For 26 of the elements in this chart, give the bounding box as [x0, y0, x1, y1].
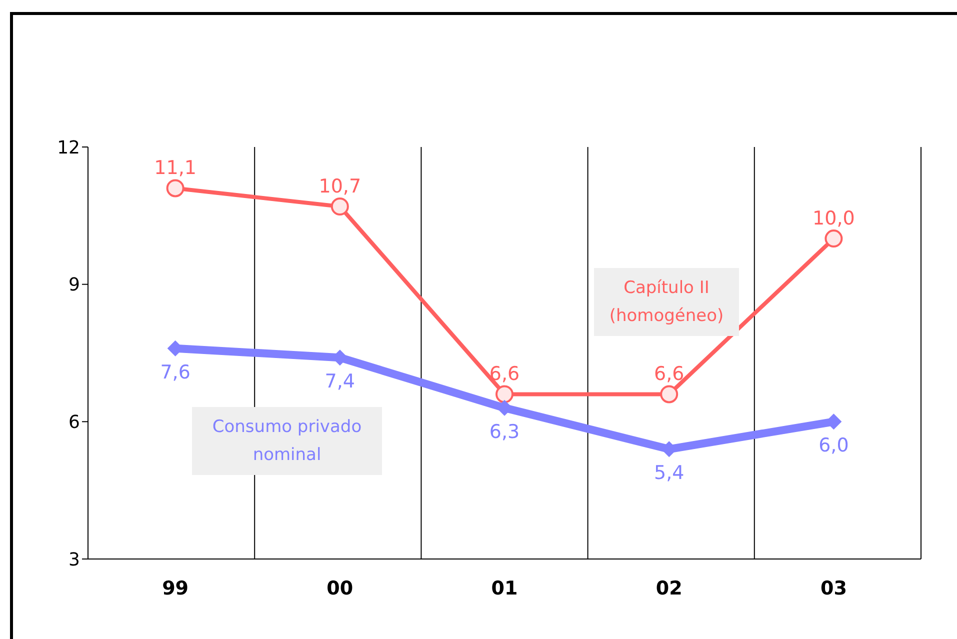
- x-tick-label: 00: [326, 577, 354, 600]
- x-tick-label: 99: [162, 577, 189, 600]
- data-label: 6,6: [654, 363, 684, 386]
- data-label: 11,1: [154, 157, 196, 180]
- data-label: 6,0: [818, 434, 849, 457]
- data-label: 5,4: [654, 462, 684, 484]
- point: [824, 230, 843, 248]
- point: [166, 179, 184, 198]
- y-tick-label: 3: [68, 549, 80, 570]
- data-label: 6,6: [489, 363, 520, 386]
- y-tick-label: 9: [68, 274, 80, 296]
- x-tick-label: 03: [820, 577, 847, 600]
- y-tick-label: 6: [68, 412, 80, 434]
- text: Consumo privado nominal: [192, 407, 382, 475]
- y-tick-label: 12: [57, 137, 80, 158]
- point: [496, 385, 514, 404]
- data-label: 7,6: [160, 361, 190, 384]
- data-label: 7,4: [324, 370, 356, 393]
- x-tick-label: 01: [491, 577, 518, 600]
- point: [330, 198, 349, 216]
- series-label: Capítulo II (homogéneo): [594, 268, 739, 336]
- data-label: 6,3: [489, 420, 520, 443]
- point: [660, 385, 678, 404]
- x-tick-label: 02: [656, 577, 682, 600]
- data-label: 10,0: [812, 208, 855, 230]
- data-label: 10,7: [318, 176, 362, 198]
